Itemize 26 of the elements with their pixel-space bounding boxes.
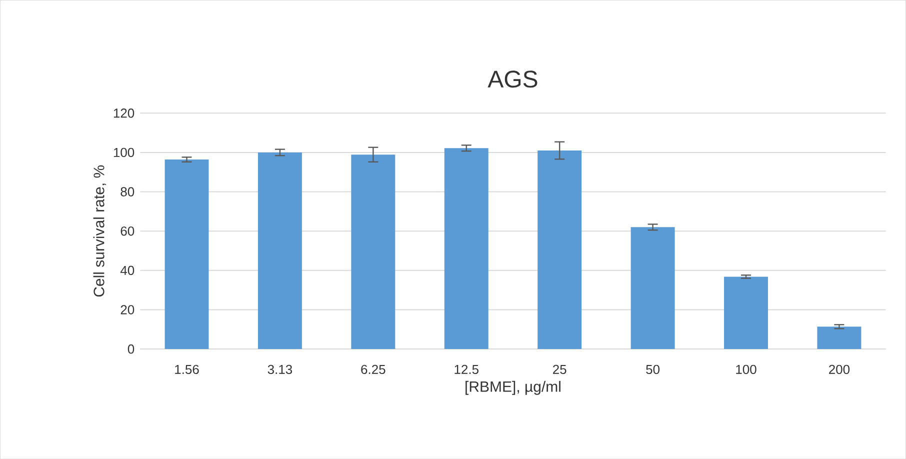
y-tick-label: 60: [120, 226, 134, 236]
x-tick-label: 6.25: [361, 364, 386, 374]
bar: [351, 154, 396, 349]
y-tick-label: 80: [120, 187, 134, 196]
bar: [164, 159, 209, 349]
x-axis-title: [RBME], µg/ml: [466, 380, 560, 395]
y-tick-label: 100: [114, 148, 134, 157]
x-tick-label: 12.5: [454, 364, 478, 374]
y-tick-label: 0: [128, 344, 134, 354]
x-tick-label: 1.56: [175, 364, 199, 374]
x-tick-label: 25: [553, 364, 566, 374]
chart-title: AGS: [488, 70, 538, 88]
bar: [724, 276, 768, 349]
bar: [630, 227, 675, 349]
bar: [817, 326, 862, 349]
bar: [538, 150, 582, 349]
y-tick-label: 120: [114, 108, 134, 118]
x-tick-label: 50: [646, 364, 660, 374]
y-tick-label: 20: [120, 305, 134, 314]
bar: [444, 148, 488, 349]
bar: [258, 152, 302, 349]
y-axis-title: Cell survival rate, %: [93, 165, 106, 296]
x-tick-label: 100: [736, 364, 756, 374]
x-tick-label: 3.13: [268, 364, 292, 374]
y-tick-label: 40: [120, 266, 134, 275]
x-tick-label: 200: [829, 364, 850, 374]
